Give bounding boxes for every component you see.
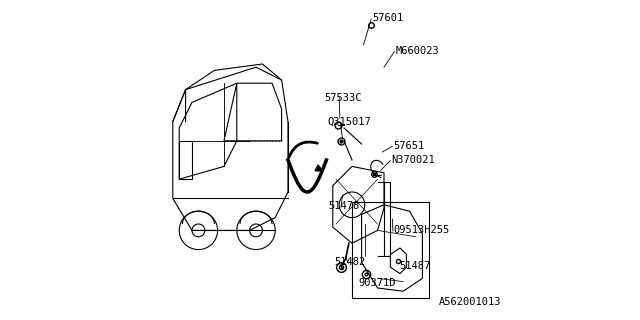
Text: 51487: 51487 bbox=[399, 260, 431, 271]
Text: N370021: N370021 bbox=[392, 155, 435, 165]
Text: 09513H255: 09513H255 bbox=[394, 225, 450, 236]
Text: 51478: 51478 bbox=[328, 201, 359, 212]
Text: 90371D: 90371D bbox=[358, 278, 396, 288]
Text: 57533C: 57533C bbox=[325, 92, 362, 103]
Text: 51482: 51482 bbox=[334, 257, 365, 268]
Text: 57651: 57651 bbox=[394, 140, 425, 151]
Text: M660023: M660023 bbox=[396, 46, 439, 56]
Bar bbox=[352, 202, 429, 298]
Text: 57601: 57601 bbox=[372, 12, 404, 23]
Text: Q315017: Q315017 bbox=[327, 116, 371, 127]
Text: A562001013: A562001013 bbox=[438, 297, 501, 308]
